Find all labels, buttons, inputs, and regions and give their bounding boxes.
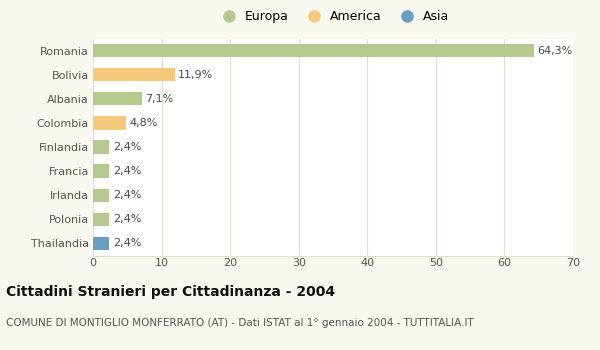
Text: 2,4%: 2,4% [113,238,141,248]
Text: 4,8%: 4,8% [130,118,158,128]
Text: 64,3%: 64,3% [538,46,572,56]
Bar [93,44,534,57]
Bar [93,140,109,154]
Bar [93,92,142,105]
Bar [93,237,109,250]
Bar [93,68,175,81]
Text: 7,1%: 7,1% [145,94,173,104]
Bar [93,116,126,130]
Text: Cittadini Stranieri per Cittadinanza - 2004: Cittadini Stranieri per Cittadinanza - 2… [6,285,335,299]
Text: 2,4%: 2,4% [113,166,141,176]
Bar [93,164,109,178]
Text: 2,4%: 2,4% [113,190,141,200]
Text: 11,9%: 11,9% [178,70,213,80]
Text: 2,4%: 2,4% [113,214,141,224]
Text: COMUNE DI MONTIGLIO MONFERRATO (AT) - Dati ISTAT al 1° gennaio 2004 - TUTTITALIA: COMUNE DI MONTIGLIO MONFERRATO (AT) - Da… [6,318,474,329]
Text: 2,4%: 2,4% [113,142,141,152]
Bar [93,189,109,202]
Bar [93,213,109,226]
Legend: Europa, America, Asia: Europa, America, Asia [211,5,455,28]
